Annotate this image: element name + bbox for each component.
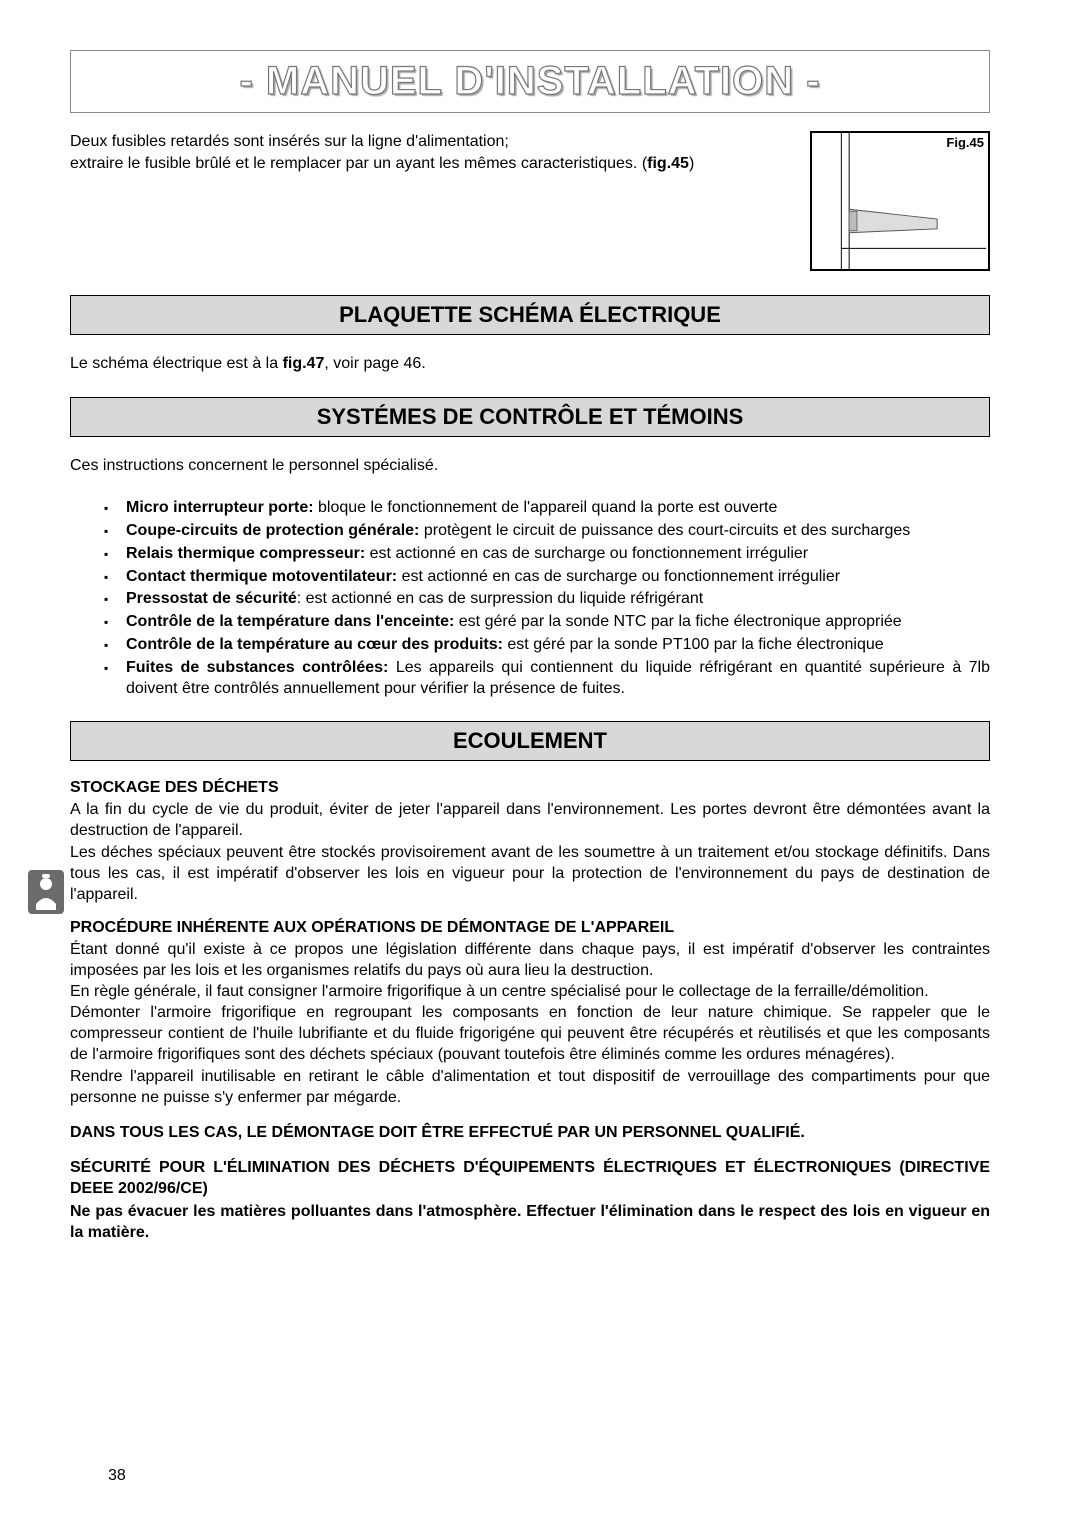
list-text: : est actionné en cas de surpression du … [297, 590, 703, 607]
list-bold: Relais thermique compresseur: [126, 545, 365, 562]
proc-p4: Rendre l'appareil inutilisable en retira… [70, 1068, 990, 1106]
plaquette-fig: fig.47 [283, 355, 325, 372]
proc-p1: Étant donné qu'il existe à ce propos une… [70, 941, 990, 979]
figure-45: Fig.45 [810, 131, 990, 271]
stock-p1: A la fin du cycle de vie du produit, évi… [70, 801, 990, 839]
list-bold: Coupe-circuits de protection générale: [126, 522, 419, 539]
stock-para: A la fin du cycle de vie du produit, évi… [70, 799, 990, 905]
intro-fig-ref: fig.45 [647, 155, 689, 172]
proc-p3: Démonter l'armoire frigorifique en regro… [70, 1004, 990, 1063]
list-item: Contrôle de la température dans l'encein… [104, 612, 990, 633]
list-bold: Fuites de substances contrôlées: [126, 659, 388, 676]
intro-line2: extraire le fusible brûlé et le remplace… [70, 155, 647, 172]
list-item: Contact thermique motoventilateur: est a… [104, 567, 990, 588]
proc-title: PROCÉDURE INHÉRENTE AUX OPÉRATIONS DE DÉ… [70, 919, 990, 937]
intro-text: Deux fusibles retardés sont insérés sur … [70, 131, 792, 174]
list-text: est géré par la sonde NTC par la fiche é… [454, 613, 901, 630]
figure-drawing [812, 133, 988, 270]
section-ecoulement-header: ECOULEMENT [70, 721, 990, 761]
list-item: Pressostat de sécurité: est actionné en … [104, 589, 990, 610]
intro-row: Deux fusibles retardés sont insérés sur … [70, 131, 990, 271]
list-item: Contrôle de la température au cœur des p… [104, 635, 990, 656]
intro-line2-end: ) [689, 155, 694, 172]
title-box: - MANUEL D'INSTALLATION - [70, 50, 990, 113]
bold-note-2: SÉCURITÉ POUR L'ÉLIMINATION DES DÉCHETS … [70, 1157, 990, 1199]
plaquette-text: Le schéma électrique est à la fig.47, vo… [70, 353, 990, 375]
plaquette-before: Le schéma électrique est à la [70, 355, 283, 372]
stock-title: STOCKAGE DES DÉCHETS [70, 779, 990, 797]
list-text: est géré par la sonde PT100 par la fiche… [503, 636, 884, 653]
list-text: est actionné en cas de surcharge ou fonc… [397, 568, 840, 585]
section-systemes-header: SYSTÉMES DE CONTRÔLE ET TÉMOINS [70, 397, 990, 437]
bold-note-1: DANS TOUS LES CAS, LE DÉMONTAGE DOIT ÊTR… [70, 1122, 990, 1143]
control-list: Micro interrupteur porte: bloque le fonc… [104, 498, 990, 699]
page: - MANUEL D'INSTALLATION - Deux fusibles … [0, 0, 1080, 1527]
section-plaquette-header: PLAQUETTE SCHÉMA ÉLECTRIQUE [70, 295, 990, 335]
proc-p2: En règle générale, il faut consigner l'a… [70, 983, 929, 1000]
list-text: bloque le fonctionnement de l'appareil q… [314, 499, 778, 516]
operator-icon [28, 870, 64, 914]
systemes-intro: Ces instructions concernent le personnel… [70, 455, 990, 477]
list-bold: Contact thermique motoventilateur: [126, 568, 397, 585]
systemes-intro-text: Ces instructions concernent le personnel… [70, 455, 990, 477]
plaquette-after: , voir page 46. [324, 355, 425, 372]
list-bold: Contrôle de la température dans l'encein… [126, 613, 454, 630]
list-item: Coupe-circuits de protection générale: p… [104, 521, 990, 542]
list-bold: Micro interrupteur porte: [126, 499, 314, 516]
list-item: Relais thermique compresseur: est action… [104, 544, 990, 565]
list-bold: Pressostat de sécurité [126, 590, 297, 607]
page-title: - MANUEL D'INSTALLATION - [71, 59, 989, 104]
stock-p2: Les déches spéciaux peuvent être stockés… [70, 844, 990, 903]
intro-line1: Deux fusibles retardés sont insérés sur … [70, 133, 509, 150]
list-bold: Contrôle de la température au cœur des p… [126, 636, 503, 653]
proc-para: Étant donné qu'il existe à ce propos une… [70, 939, 990, 1108]
page-number: 38 [108, 1467, 126, 1485]
list-item: Micro interrupteur porte: bloque le fonc… [104, 498, 990, 519]
list-item: Fuites de substances contrôlées: Les app… [104, 658, 990, 700]
list-text: protègent le circuit de puissance des co… [419, 522, 910, 539]
bold-note-3: Ne pas évacuer les matières polluantes d… [70, 1201, 990, 1243]
list-text: est actionné en cas de surcharge ou fonc… [365, 545, 808, 562]
